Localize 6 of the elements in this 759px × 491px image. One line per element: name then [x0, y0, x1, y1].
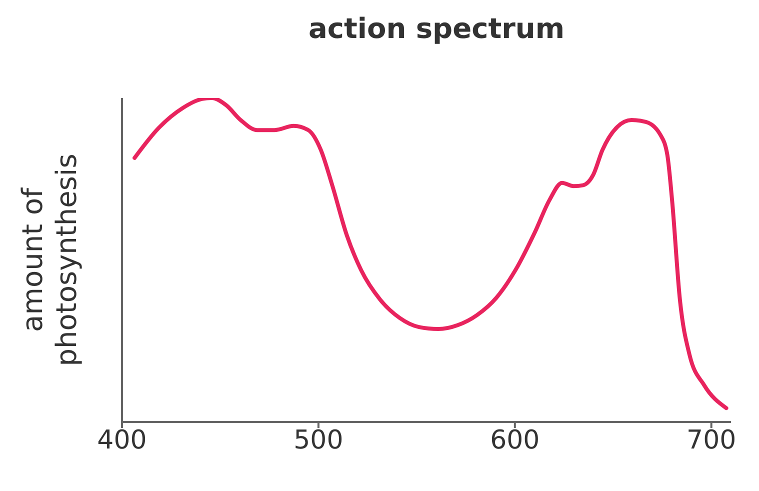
x-tick-label: 600	[490, 425, 540, 456]
y-axis-title: amount of photosynthesis	[16, 154, 83, 366]
x-tick-label: 400	[97, 425, 147, 456]
x-tick-label: 500	[294, 425, 344, 456]
chart-title: action spectrum	[308, 12, 566, 45]
x-tick-label: 700	[686, 425, 736, 456]
